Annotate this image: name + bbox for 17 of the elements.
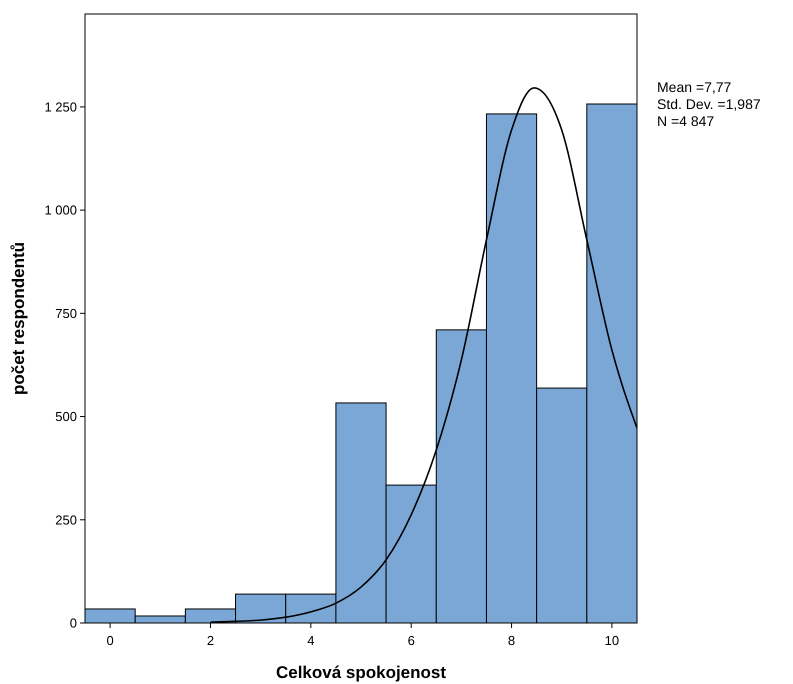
text: N =4 847 [657, 113, 714, 129]
x-tick-label: 6 [408, 633, 415, 648]
text: Mean =7,77 [657, 79, 732, 95]
y-tick-label: 750 [55, 306, 77, 321]
x-tick-label: 10 [604, 633, 620, 648]
x-tick-label: 0 [106, 633, 114, 648]
x-tick-label: 4 [307, 633, 314, 648]
y-tick-label: 0 [70, 616, 77, 631]
x-axis-title: Celková spokojenost [276, 663, 446, 682]
x-tick-label: 8 [508, 633, 516, 648]
y-tick-label: 1 250 [44, 99, 77, 114]
text: Std. Dev. =1,987 [657, 96, 761, 112]
y-tick-label: 1 000 [44, 202, 77, 218]
y-axis-title: počet respondentů [9, 242, 28, 396]
y-tick-label: 250 [55, 512, 77, 528]
y-tick-label: 500 [55, 409, 77, 424]
x-tick-label: 2 [206, 633, 214, 648]
